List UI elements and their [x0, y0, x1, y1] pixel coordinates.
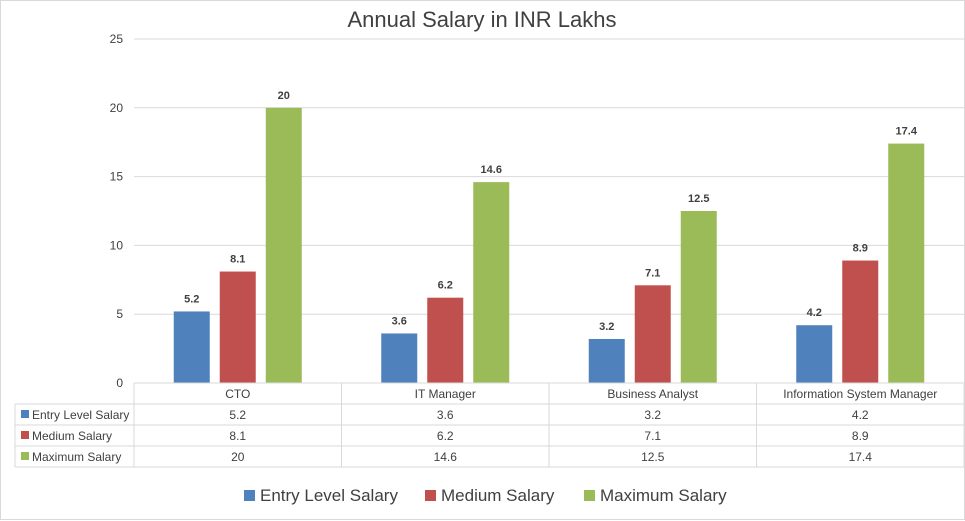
y-tick-label: 15: [110, 170, 124, 184]
table-cell: 8.1: [229, 429, 246, 443]
data-label: 3.6: [392, 315, 407, 327]
bar: [473, 182, 510, 383]
data-label: 12.5: [688, 193, 709, 205]
bar: [634, 285, 671, 383]
table-cell: 17.4: [849, 450, 873, 464]
data-label: 17.4: [896, 126, 918, 138]
table-cell: 3.2: [644, 408, 661, 422]
table-cell: 5.2: [229, 408, 246, 422]
category-label: Information System Manager: [783, 387, 937, 401]
y-tick-label: 10: [110, 238, 124, 252]
table-cell: 8.9: [852, 429, 869, 443]
bar: [842, 260, 879, 383]
category-label: IT Manager: [415, 387, 476, 401]
table-series-label: Medium Salary: [32, 429, 112, 443]
legend-label: Maximum Salary: [600, 486, 727, 505]
bar: [219, 271, 256, 383]
table-cell: 20: [231, 450, 245, 464]
bar: [588, 338, 625, 383]
category-label: CTO: [225, 387, 250, 401]
data-label: 20: [278, 90, 290, 102]
bar: [173, 311, 210, 383]
table-legend-key: [21, 431, 29, 439]
bar: [888, 143, 925, 383]
table-series-label: Entry Level Salary: [32, 408, 129, 422]
data-label: 4.2: [807, 307, 822, 319]
data-label: 14.6: [481, 164, 502, 176]
table-cell: 7.1: [644, 429, 661, 443]
bar: [796, 325, 833, 383]
chart-title: Annual Salary in INR Lakhs: [347, 7, 616, 32]
bar: [265, 107, 302, 384]
y-tick-label: 25: [110, 32, 124, 46]
data-label: 3.2: [599, 321, 614, 333]
bar: [427, 297, 464, 383]
table-cell: 14.6: [434, 450, 458, 464]
table-series-label: Maximum Salary: [32, 450, 121, 464]
y-tick-label: 5: [116, 307, 123, 321]
table-cell: 12.5: [641, 450, 665, 464]
y-tick-label: 0: [116, 376, 123, 390]
data-label: 7.1: [645, 267, 660, 279]
table-cell: 6.2: [437, 429, 454, 443]
table-legend-key: [21, 452, 29, 460]
legend-swatch: [425, 490, 436, 501]
legend-label: Medium Salary: [441, 486, 555, 505]
data-label: 8.9: [853, 243, 868, 255]
data-label: 5.2: [184, 293, 199, 305]
table-cell: 4.2: [852, 408, 869, 422]
table-cell: 3.6: [437, 408, 454, 422]
data-label: 6.2: [438, 280, 453, 292]
bar: [381, 333, 418, 383]
table-legend-key: [21, 410, 29, 418]
bar: [680, 211, 717, 383]
data-label: 8.1: [230, 254, 245, 266]
category-label: Business Analyst: [607, 387, 698, 401]
legend-label: Entry Level Salary: [260, 486, 398, 505]
y-tick-label: 20: [110, 101, 124, 115]
legend-swatch: [584, 490, 595, 501]
legend-swatch: [244, 490, 255, 501]
